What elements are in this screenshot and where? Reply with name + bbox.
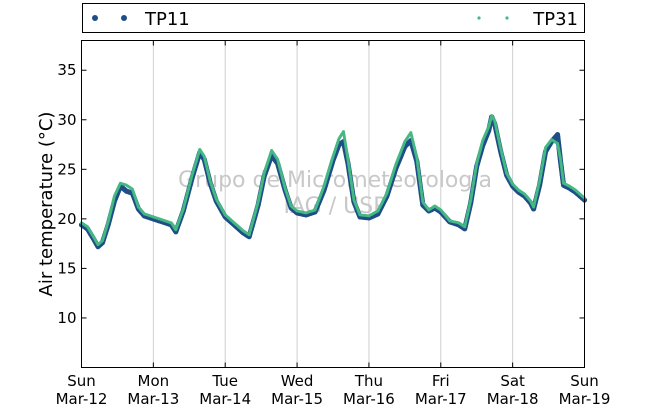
legend-label-tp11: TP11 [144, 9, 190, 30]
y-tick-label: 15 [57, 259, 76, 277]
x-tick-label-date: Mar-19 [559, 390, 611, 408]
legend-box [82, 3, 585, 33]
legend-label-tp31: TP31 [532, 9, 578, 30]
x-tick-label-day: Fri [432, 372, 450, 390]
x-tick-label-day: Tue [211, 372, 238, 390]
x-tick-label-date: Mar-18 [487, 390, 539, 408]
legend-marker-tp11 [92, 15, 98, 21]
legend-entry-tp11: TP11 [92, 9, 190, 30]
y-tick-label: 35 [57, 61, 76, 79]
y-tick-label: 25 [57, 160, 76, 178]
x-tick-label-date: Mar-12 [56, 390, 108, 408]
legend-entry-tp31: TP31 [477, 9, 578, 30]
plot-area [81, 40, 585, 368]
x-axis-ticks: SunMar-12MonMar-13TueMar-14WedMar-15ThuM… [56, 40, 611, 408]
watermark-line-1: Grupo de Micrometeorologia [178, 168, 492, 193]
x-tick-label-day: Thu [354, 372, 383, 390]
watermark: Grupo de Micrometeorologia IAG / USP [178, 168, 492, 219]
x-tick-label-date: Mar-14 [199, 390, 251, 408]
series-tp31 [80, 114, 586, 247]
x-tick-label-day: Sat [500, 372, 525, 390]
y-tick-label: 20 [57, 210, 76, 228]
x-tick-label-date: Mar-15 [271, 390, 323, 408]
legend-marker-tp31 [477, 16, 481, 20]
plot-frame [81, 40, 585, 368]
x-tick-label-date: Mar-13 [127, 390, 179, 408]
x-tick-label-day: Sun [67, 372, 96, 390]
y-tick-label: 10 [57, 309, 76, 327]
y-axis-ticks: 10 15 20 25 30 35 [57, 61, 585, 327]
x-tick-label-date: Mar-17 [415, 390, 467, 408]
data-series [78, 114, 588, 250]
x-tick-label-day: Sun [570, 372, 599, 390]
x-tick-label-day: Wed [281, 372, 314, 390]
legend-marker-tp31 [505, 16, 509, 20]
legend: TP11 TP31 [82, 3, 585, 33]
legend-marker-tp11 [121, 15, 127, 21]
x-gridlines [152, 40, 514, 368]
y-tick-label: 30 [57, 111, 76, 129]
x-tick-label-day: Mon [138, 372, 170, 390]
x-tick-label-date: Mar-16 [343, 390, 395, 408]
y-axis-title: Air temperature (°C) [36, 112, 57, 297]
